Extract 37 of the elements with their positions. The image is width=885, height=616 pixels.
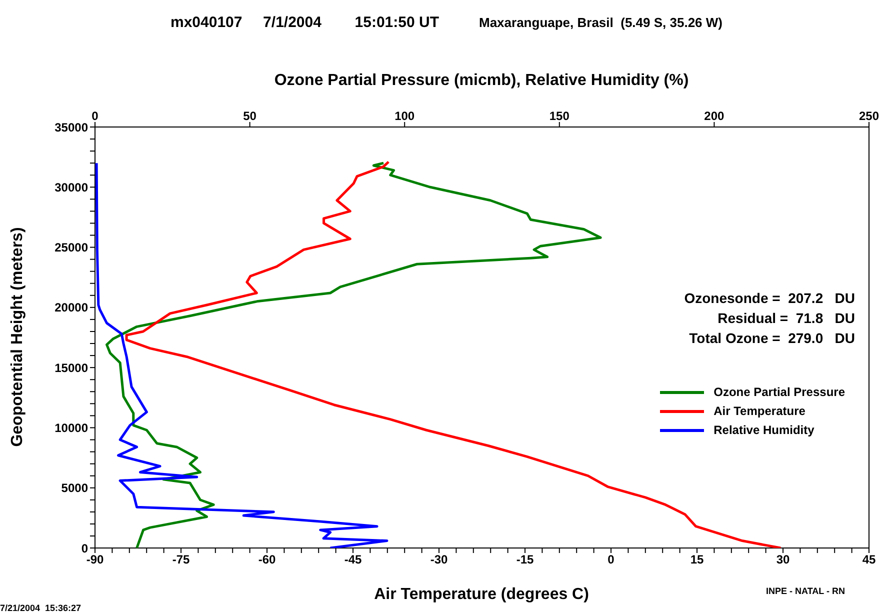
y-tick-label: 25000: [54, 240, 88, 255]
x-tick-label: -45: [344, 552, 362, 567]
y-axis-title: Geopotential Height (meters): [9, 226, 27, 449]
x2-tick-label: 200: [704, 109, 725, 123]
x2-tick-label: 50: [243, 109, 257, 123]
x-tick-label: -60: [258, 552, 276, 567]
x2-tick-label: 100: [394, 109, 415, 123]
x2-tick-label: 150: [549, 109, 570, 123]
x-axis-title: Air Temperature (degrees C): [374, 586, 589, 603]
legend-label: Air Temperature: [714, 403, 806, 420]
y-tick-label: 5000: [61, 481, 88, 496]
y-tick-label: 10000: [54, 420, 88, 435]
text: INPE - NATAL - RN: [766, 586, 845, 596]
x-tick-label: -15: [516, 552, 534, 567]
legend-label: Relative Humidity: [714, 422, 814, 439]
x2-tick-label: 250: [858, 109, 880, 123]
x-tick-label: 45: [862, 552, 876, 567]
y-tick-label: 0: [81, 541, 88, 556]
x-tick-label: -90: [86, 552, 104, 567]
legend-label: Ozone Partial Pressure: [714, 384, 845, 401]
x2-axis-title: Ozone Partial Pressure (micmb), Relative Humidity (%): [273, 72, 690, 90]
annotation: Ozonesonde = 207.2 DU: [684, 289, 855, 308]
y-tick-label: 30000: [54, 180, 88, 194]
text: 7/21/2004 15:36:27: [0, 603, 82, 613]
x-tick-label: 30: [776, 552, 790, 567]
chart-subtitle: Maxaranguape, Brasil (5.49 S, 35.26 W): [479, 15, 722, 30]
x-tick-label: 15: [690, 552, 704, 567]
y-tick-label: 35000: [54, 120, 88, 134]
y-tick-label: 20000: [54, 300, 88, 315]
x-tick-label: 0: [608, 552, 615, 567]
annotation: Residual = 71.8 DU: [716, 309, 855, 328]
y-tick-label: 15000: [54, 360, 88, 375]
x-tick-label: -75: [172, 552, 190, 567]
chart-title: mx040107 7/1/2004 15:01:50 UT: [170, 14, 439, 31]
x-tick-label: -30: [430, 552, 448, 567]
annotation: Total Ozone = 279.0 DU: [688, 329, 855, 348]
x2-tick-label: 0: [92, 109, 99, 123]
